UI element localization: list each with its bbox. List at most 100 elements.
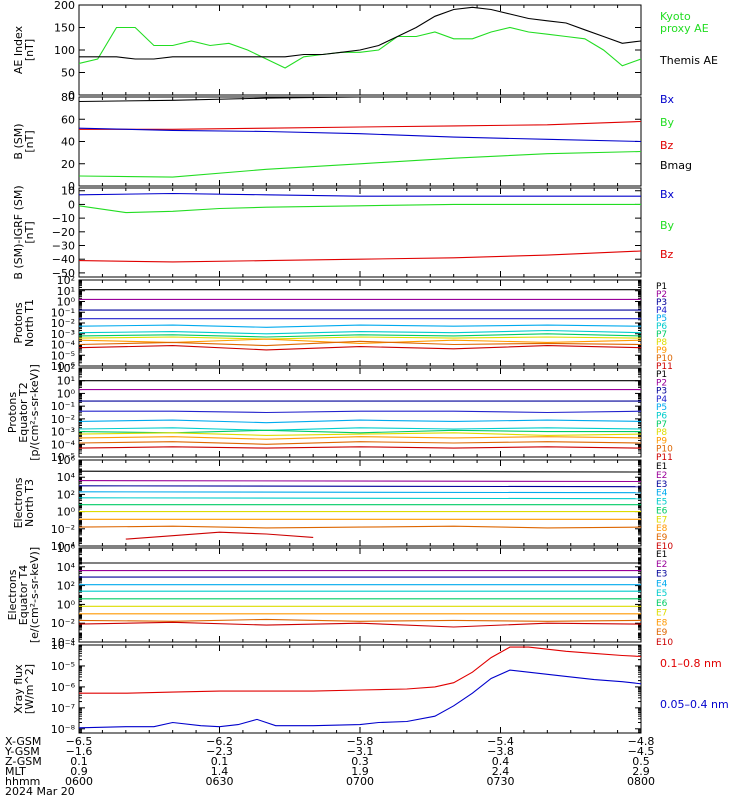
legend-entry: P1 [656,370,667,380]
legend-entry: Bz [660,139,674,152]
legend-entry: E6 [656,506,668,516]
series-line-p8 [79,432,641,436]
y-tick-label: 200 [54,0,75,12]
y-axis-label: Protons [6,392,19,433]
y-tick-label: 10² [57,362,75,375]
legend-entry: P9 [656,346,667,356]
footer-value: 2.4 [492,765,510,778]
legend-entry: P3 [656,387,667,397]
y-tick-label: 10⁰ [57,387,76,400]
series-line-e9 [79,618,641,622]
legend-entry: P3 [656,298,667,308]
y-tick-label: 10² [57,488,75,501]
series-line-p6 [79,329,641,335]
footer-value: 0.1 [211,755,229,768]
y-axis-label: North T3 [23,479,36,527]
y-tick-label: −20 [52,226,75,239]
footer-value: 0.9 [70,765,88,778]
y-tick-label: 10⁻⁴ [51,339,76,352]
footer-value: 0730 [487,775,515,788]
series-line-bx [79,127,641,143]
y-tick-label: 10⁻⁴ [51,438,76,451]
legend-entry: Kyoto [660,10,691,23]
series-line-p5 [79,324,641,328]
legend-entry: E8 [656,524,668,534]
legend-entry: E3 [656,570,667,580]
y-axis-label: Protons [12,302,25,343]
y-tick-label: 10⁶ [57,542,76,555]
legend-entry: P4 [656,395,667,405]
y-tick-label: 50 [61,67,75,80]
legend-entry: E2 [656,471,667,481]
y-axis-label: Electrons [12,477,25,528]
legend-entry: E7 [656,515,667,525]
footer-value: 0800 [627,775,655,788]
series-line-e9 [79,525,641,529]
y-tick-label: 10⁻⁸ [51,723,76,736]
footer-value: 0.5 [632,755,650,768]
y-tick-label: 10¹ [57,285,75,298]
legend-entry: P11 [656,362,673,372]
y-tick-label: 40 [61,136,75,149]
legend-entry: E4 [656,579,668,589]
series-line-e2 [79,480,641,483]
y-axis-label: B (SM) [12,123,25,159]
y-tick-label: 10⁰ [57,506,76,519]
y-tick-label: 10⁰ [57,296,76,309]
footer-value: −3.1 [347,745,374,758]
legend-entry: E5 [656,589,667,599]
footer-value: −4.8 [628,735,655,748]
y-tick-label: 10 [61,185,75,198]
y-axis-label: [W/m^2] [23,664,36,714]
series-line-p9 [79,436,641,440]
series-line-kyoto-proxy-ae [79,26,641,69]
legend-entry: E3 [656,480,667,490]
footer-value: −3.8 [487,745,514,758]
legend-entry: P10 [656,445,673,455]
footer-value: 1.9 [351,765,369,778]
y-tick-label: 0 [68,198,75,211]
y-tick-label: 10⁻² [51,523,75,536]
y-tick-label: 10⁻⁵ [51,660,75,673]
series-line-p10 [79,441,641,445]
series-line-e5 [79,497,641,500]
footer-row-label: Z-GSM [5,755,42,768]
footer-value: −1.6 [66,745,93,758]
y-tick-label: 10⁻³ [51,426,75,439]
y-tick-label: 10⁴ [57,471,76,484]
footer-value: −6.2 [206,735,233,748]
series-line-themis-ae [79,6,641,60]
legend-entry: 0.05–0.4 nm [660,698,729,711]
legend-entry: P11 [656,453,673,463]
footer-value: 0630 [206,775,234,788]
footer-row-label: MLT [5,765,26,778]
y-axis-label: Xray flux [12,664,25,714]
y-tick-label: 10⁻¹ [51,400,75,413]
legend-entry: E1 [656,462,667,472]
series-line-by [79,203,641,214]
y-axis-label: [nT] [23,221,36,243]
y-tick-label: −50 [52,267,75,280]
legend-entry: E2 [656,560,667,570]
legend-entry: P2 [656,378,667,388]
legend-entry: P8 [656,338,667,348]
footer-value: −6.5 [66,735,93,748]
footer-value: 1.4 [211,765,229,778]
y-tick-label: 10⁻⁶ [51,360,76,373]
y-axis-label: AE Index [12,25,25,74]
y-tick-label: 10⁻² [51,617,75,630]
series-line-p10 [79,340,641,347]
legend-entry: P7 [656,330,667,340]
legend-entry: P9 [656,436,667,446]
legend-entry: By [660,116,675,129]
legend-entry: 0.1–0.8 nm [660,657,722,670]
y-axis-label: [e/(cm²-s-sr-keV)] [28,547,41,643]
y-tick-label: 100 [54,44,75,57]
y-tick-label: 10⁰ [57,598,76,611]
legend-entry: E10 [656,638,673,648]
y-tick-label: 10⁻⁵ [51,349,75,362]
footer-value: 0600 [65,775,93,788]
legend-entry: E4 [656,489,668,499]
